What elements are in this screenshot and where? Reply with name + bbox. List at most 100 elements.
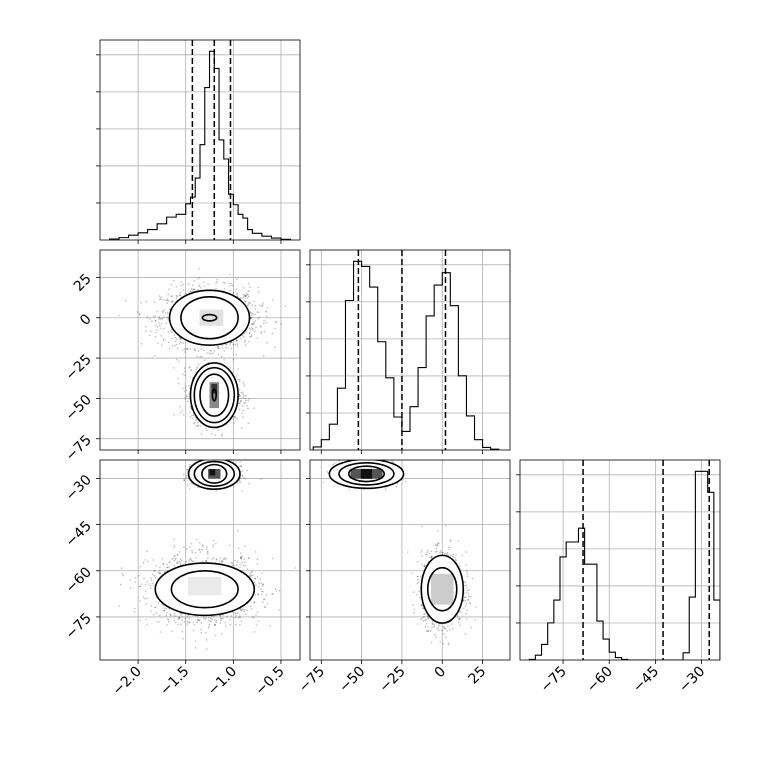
scatter-point <box>239 616 241 619</box>
scatter-point <box>184 617 187 620</box>
histogram-panel-1 <box>96 39 301 244</box>
scatter-point <box>247 301 250 304</box>
scatter-point <box>176 338 178 341</box>
scatter-point <box>252 323 255 326</box>
scatter-point <box>184 385 187 387</box>
scatter-point <box>245 294 247 297</box>
scatter-point <box>236 293 239 296</box>
scatter-point <box>242 296 245 299</box>
density-contour <box>189 362 239 429</box>
scatter-point <box>171 295 174 297</box>
scatter-point <box>245 613 247 615</box>
scatter-point <box>167 341 170 344</box>
scatter-point <box>188 393 190 395</box>
scatter-point <box>166 311 169 314</box>
scatter-point <box>190 288 193 290</box>
scatter-point <box>193 421 196 424</box>
scatter-point <box>243 402 245 404</box>
scatter-point <box>144 559 147 561</box>
scatter-point <box>215 558 218 560</box>
histogram-step <box>312 260 500 450</box>
scatter-point <box>261 304 264 307</box>
scatter-point <box>160 335 163 337</box>
scatter-point <box>145 325 147 328</box>
scatter-point <box>193 422 195 425</box>
scatter-point <box>192 629 195 631</box>
scatter-point <box>242 286 245 289</box>
scatter-point <box>197 278 199 280</box>
scatter-point <box>190 482 193 485</box>
scatter-point <box>163 315 165 318</box>
scatter-point <box>180 281 183 283</box>
scatter-point <box>179 558 182 560</box>
scatter-point <box>185 389 188 392</box>
scatter-point <box>162 339 165 341</box>
scatter-point <box>182 373 184 376</box>
scatter-point <box>246 609 248 612</box>
scatter-point <box>200 631 203 634</box>
scatter-point <box>228 285 231 287</box>
scatter-point <box>232 292 234 294</box>
scatter-point <box>265 311 268 313</box>
scatter-point <box>121 572 124 575</box>
scatter-point <box>194 288 196 291</box>
scatter-point <box>152 315 155 318</box>
scatter-point <box>248 332 251 335</box>
scatter-point <box>182 283 184 286</box>
scatter-point <box>187 283 190 286</box>
scatter-point <box>205 631 207 634</box>
y-tick-label: −75 <box>63 432 95 464</box>
panel-frame <box>519 459 721 661</box>
scatter-point <box>244 402 247 404</box>
scatter-point <box>244 397 247 400</box>
scatter-point <box>251 570 254 573</box>
scatter-point <box>235 340 238 342</box>
scatter-point <box>260 478 263 480</box>
scatter-point <box>175 557 177 560</box>
density-panel-2: −2.0 −1.5 −1.0 −0.5−75−60−45−30 <box>63 459 301 699</box>
scatter-point <box>166 316 168 318</box>
scatter-point <box>171 337 173 340</box>
scatter-point <box>191 417 193 420</box>
panel-frame <box>99 249 301 451</box>
scatter-point <box>179 341 182 343</box>
scatter-point <box>165 299 167 302</box>
scatter-point <box>188 385 190 387</box>
scatter-point <box>242 409 245 412</box>
scatter-point <box>156 325 159 328</box>
scatter-point <box>198 619 200 622</box>
scatter-point <box>254 320 256 322</box>
scatter-point <box>181 409 184 412</box>
scatter-point <box>157 342 159 345</box>
scatter-point <box>162 563 165 565</box>
scatter-point <box>184 398 187 400</box>
scatter-point <box>240 337 242 340</box>
scatter-point <box>185 476 188 479</box>
scatter-point <box>280 323 282 325</box>
scatter-point <box>254 551 257 553</box>
scatter-point <box>266 603 269 605</box>
scatter-point <box>248 327 251 329</box>
scatter-point <box>236 343 238 345</box>
scatter-point <box>259 304 261 307</box>
scatter-point <box>257 291 260 293</box>
scatter-point <box>182 637 184 640</box>
scatter-point <box>190 369 193 371</box>
scatter-point <box>235 564 238 566</box>
density-cell <box>199 309 224 326</box>
scatter-point <box>154 315 157 317</box>
y-tick-label: 25 <box>71 271 95 295</box>
scatter-point <box>129 587 132 589</box>
scatter-point <box>178 294 181 297</box>
scatter-point <box>198 268 200 270</box>
scatter-point <box>190 290 192 293</box>
scatter-point <box>265 310 267 312</box>
scatter-point <box>204 359 206 361</box>
scatter-point <box>206 429 208 432</box>
scatter-point <box>170 301 173 303</box>
scatter-point <box>209 349 212 352</box>
scatter-point <box>247 397 250 400</box>
density-contour <box>180 295 239 340</box>
scatter-point <box>215 282 217 284</box>
